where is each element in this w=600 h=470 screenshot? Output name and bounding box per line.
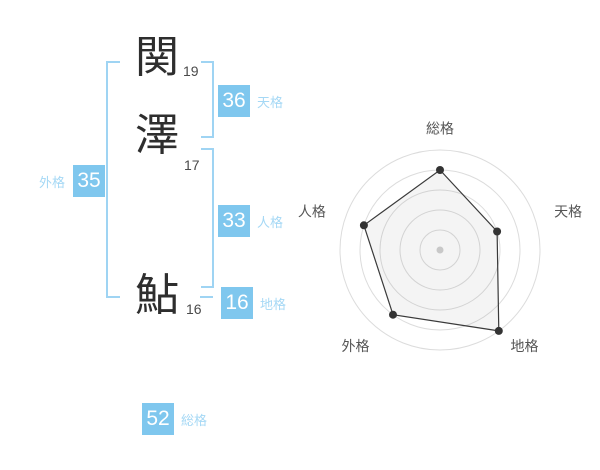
chikaku-tick	[200, 296, 213, 298]
radar-grid-ring	[399, 209, 481, 291]
tenkaku-value: 36	[218, 85, 250, 117]
soukaku-label: 総格	[181, 412, 208, 428]
radar-axis-label: 人格	[298, 204, 326, 220]
radar-data-polygon	[363, 169, 500, 332]
chikaku-badge: 16 地格	[221, 287, 286, 319]
gaikaku-badge: 外格 35	[39, 165, 106, 197]
given-name-char-1: 鮎	[135, 271, 179, 320]
radar-data-point	[389, 310, 397, 319]
jinkaku-value: 33	[218, 205, 250, 237]
radar-axis-label: 地格	[511, 338, 539, 354]
given-name-char-1-strokes: 16	[186, 301, 202, 317]
radar-center-dot	[436, 246, 444, 254]
jinkaku-badge: 33 人格	[218, 205, 283, 237]
radar-grid-ring	[379, 189, 501, 311]
radar-axis-label: 外格	[342, 338, 370, 354]
radar-data-point	[494, 326, 503, 335]
surname-char-1: 関	[135, 33, 179, 82]
gaikaku-label: 外格	[39, 174, 66, 190]
soukaku-badge: 52 総格	[142, 403, 207, 435]
tenkaku-bracket	[201, 61, 214, 138]
jinkaku-bracket	[201, 148, 214, 288]
soukaku-value: 52	[142, 403, 174, 435]
chikaku-value: 16	[221, 287, 253, 319]
gaikaku-bracket	[106, 61, 120, 298]
radar-data-point	[359, 221, 368, 230]
radar-axis-label: 天格	[554, 204, 582, 220]
jinkaku-label: 人格	[257, 214, 284, 230]
surname-char-2-strokes: 17	[184, 157, 200, 173]
radar-data-point	[436, 166, 444, 174]
radar-axis-label: 総格	[426, 121, 454, 137]
radar-grid-ring	[419, 229, 461, 271]
gaikaku-value: 35	[73, 165, 106, 197]
chikaku-label: 地格	[260, 296, 287, 312]
surname-char-1-strokes: 19	[183, 63, 199, 79]
radar-grid-ring	[339, 149, 541, 351]
tenkaku-badge: 36 天格	[218, 85, 283, 117]
tenkaku-label: 天格	[257, 94, 284, 110]
radar-data-point	[493, 227, 502, 236]
surname-char-2: 澤	[135, 111, 179, 160]
